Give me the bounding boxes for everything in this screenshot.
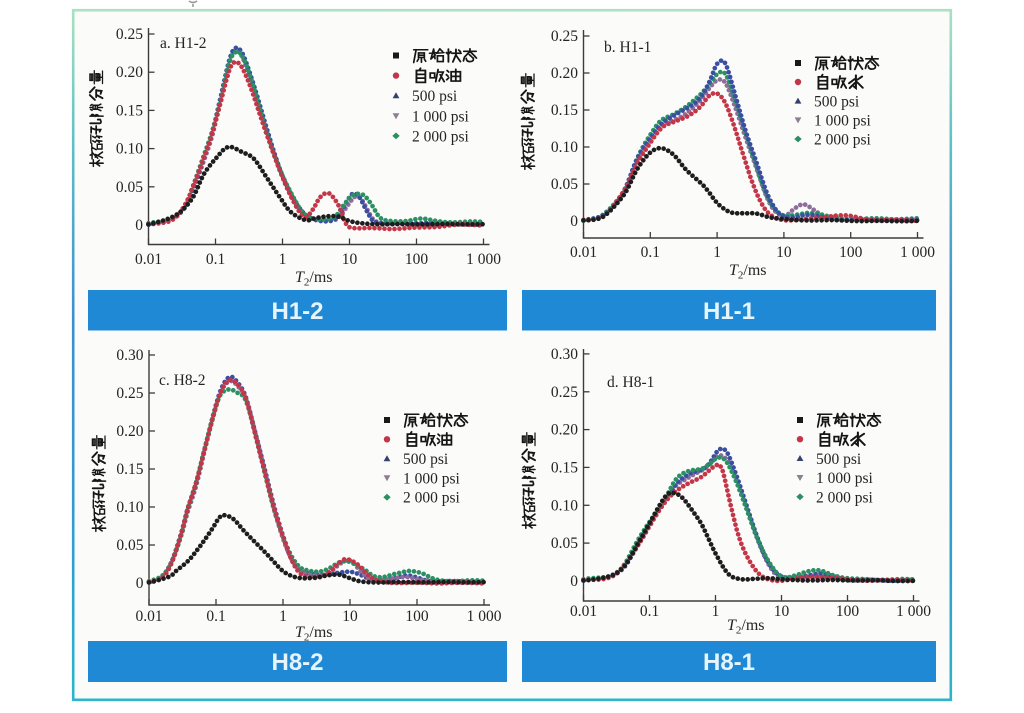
svg-text:H1-1: H1-1 <box>703 298 755 325</box>
svg-text:T2/ms: T2/ms <box>295 624 333 644</box>
svg-text:0.25: 0.25 <box>551 384 578 401</box>
svg-text:1 000 psi: 1 000 psi <box>412 108 470 125</box>
svg-text:0.05: 0.05 <box>551 535 578 552</box>
svg-text:0.15: 0.15 <box>551 102 578 119</box>
svg-text:1 000: 1 000 <box>900 244 935 261</box>
svg-text:1: 1 <box>712 603 720 620</box>
svg-text:d. H8-1: d. H8-1 <box>607 374 654 391</box>
svg-text:0.25: 0.25 <box>116 26 143 43</box>
svg-text:0: 0 <box>570 213 578 230</box>
svg-text:100: 100 <box>839 244 863 261</box>
svg-text:0.1: 0.1 <box>206 608 225 625</box>
svg-text:0.15: 0.15 <box>116 461 143 478</box>
svg-text:0.1: 0.1 <box>640 603 659 620</box>
svg-text:0.30: 0.30 <box>116 347 143 364</box>
svg-text:10: 10 <box>342 251 358 268</box>
svg-text:1 000 psi: 1 000 psi <box>814 113 872 130</box>
svg-text:H8-2: H8-2 <box>271 649 323 676</box>
svg-text:0.15: 0.15 <box>116 102 143 119</box>
svg-text:T2/ms: T2/ms <box>727 617 765 637</box>
svg-text:0.15: 0.15 <box>551 459 578 476</box>
svg-text:H8-1: H8-1 <box>703 649 755 676</box>
svg-text:c. H8-2: c. H8-2 <box>159 372 206 389</box>
svg-text:0: 0 <box>135 217 143 234</box>
svg-text:0.10: 0.10 <box>116 141 143 158</box>
svg-text:500 psi: 500 psi <box>814 94 860 111</box>
svg-text:0.01: 0.01 <box>135 608 162 625</box>
svg-text:0: 0 <box>570 573 578 590</box>
svg-text:2 000 psi: 2 000 psi <box>814 132 872 149</box>
svg-text:H1-2: H1-2 <box>271 298 323 325</box>
svg-text:100: 100 <box>836 603 860 620</box>
svg-text:0.1: 0.1 <box>641 244 660 261</box>
svg-text:0.25: 0.25 <box>551 28 578 45</box>
svg-text:0.05: 0.05 <box>116 179 143 196</box>
svg-text:1 000 psi: 1 000 psi <box>816 470 874 487</box>
svg-text:100: 100 <box>405 608 429 625</box>
svg-text:a. H1-2: a. H1-2 <box>160 35 207 52</box>
svg-text:2 000 psi: 2 000 psi <box>816 489 874 506</box>
svg-text:10: 10 <box>774 603 790 620</box>
svg-text:0.10: 0.10 <box>116 499 143 516</box>
svg-text:0.20: 0.20 <box>551 65 578 82</box>
svg-text:0.05: 0.05 <box>551 176 578 193</box>
svg-text:1: 1 <box>713 244 721 261</box>
svg-text:500 psi: 500 psi <box>403 451 449 468</box>
svg-text:0.30: 0.30 <box>551 346 578 363</box>
svg-text:2 000 psi: 2 000 psi <box>412 128 470 145</box>
svg-text:0.05: 0.05 <box>116 537 143 554</box>
svg-text:T2/ms: T2/ms <box>295 269 333 289</box>
svg-text:0.01: 0.01 <box>135 251 162 268</box>
svg-text:0.20: 0.20 <box>116 64 143 81</box>
svg-text:10: 10 <box>776 244 792 261</box>
svg-text:1 000 psi: 1 000 psi <box>403 470 461 487</box>
svg-text:500 psi: 500 psi <box>816 451 862 468</box>
svg-text:0: 0 <box>136 575 144 592</box>
svg-text:1: 1 <box>279 251 287 268</box>
svg-text:0.10: 0.10 <box>551 497 578 514</box>
svg-text:0.20: 0.20 <box>551 422 578 439</box>
svg-text:500 psi: 500 psi <box>412 88 458 105</box>
svg-text:10: 10 <box>342 608 358 625</box>
svg-text:100: 100 <box>405 251 429 268</box>
svg-text:0.1: 0.1 <box>206 251 225 268</box>
svg-text:1 000: 1 000 <box>467 608 502 625</box>
svg-text:0.01: 0.01 <box>570 244 597 261</box>
svg-text:1 000: 1 000 <box>896 603 931 620</box>
svg-text:T2/ms: T2/ms <box>729 262 767 282</box>
svg-text:0.01: 0.01 <box>570 603 597 620</box>
svg-text:1: 1 <box>279 608 287 625</box>
svg-text:0.25: 0.25 <box>116 385 143 402</box>
svg-text:1 000: 1 000 <box>466 251 501 268</box>
svg-text:0.20: 0.20 <box>116 423 143 440</box>
svg-text:2 000 psi: 2 000 psi <box>403 490 461 507</box>
svg-text:0.10: 0.10 <box>551 139 578 156</box>
svg-text:b. H1-1: b. H1-1 <box>604 39 651 56</box>
